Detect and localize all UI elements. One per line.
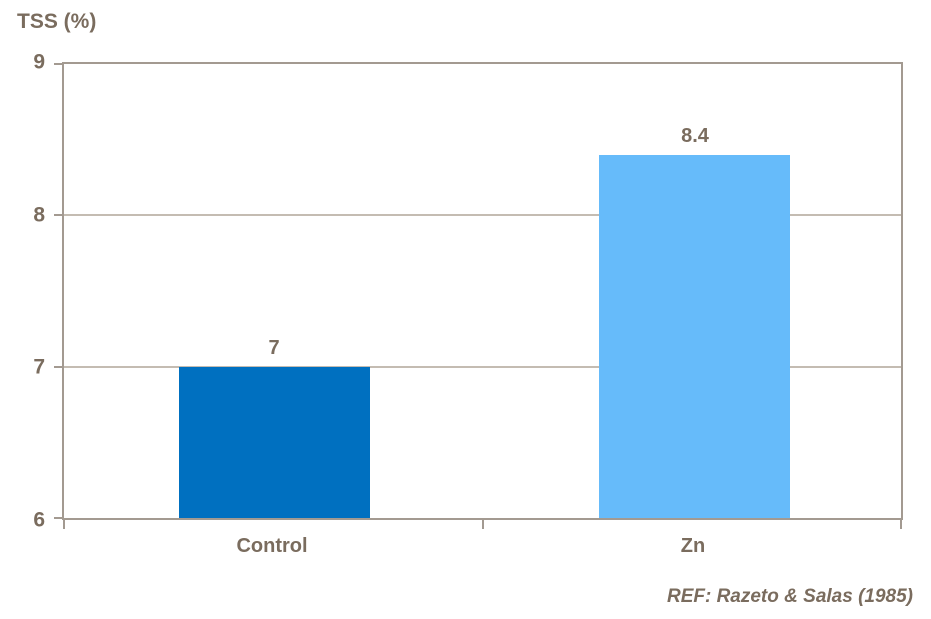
x-category-label-zn: Zn bbox=[680, 535, 706, 557]
y-tick-mark bbox=[54, 517, 63, 519]
x-tick-mark bbox=[481, 520, 484, 529]
y-tick-mark bbox=[54, 365, 63, 368]
x-tick-mark bbox=[63, 520, 65, 529]
plot-area: 7 8.4 bbox=[54, 62, 903, 529]
bar-value-label-zn: 8.4 bbox=[681, 124, 709, 147]
y-tick-mark bbox=[54, 214, 63, 217]
x-tick-mark bbox=[900, 520, 902, 529]
bar-zn bbox=[599, 154, 790, 518]
y-tick-label: 7 bbox=[33, 355, 45, 379]
gridline-7 bbox=[64, 365, 901, 368]
chart-title: TSS (%) bbox=[17, 10, 97, 33]
reference-citation: REF: Razeto & Salas (1985) bbox=[666, 586, 913, 607]
bar-control bbox=[179, 366, 370, 518]
y-tick-mark bbox=[54, 63, 63, 65]
bar-value-label-control: 7 bbox=[268, 336, 280, 359]
y-tick-label: 8 bbox=[33, 203, 45, 227]
x-category-label-control: Control bbox=[236, 535, 308, 557]
y-axis-labels: 9 8 7 6 bbox=[0, 52, 45, 531]
gridline-8 bbox=[64, 214, 901, 217]
y-tick-label: 6 bbox=[33, 508, 45, 532]
y-tick-label: 9 bbox=[33, 50, 45, 74]
